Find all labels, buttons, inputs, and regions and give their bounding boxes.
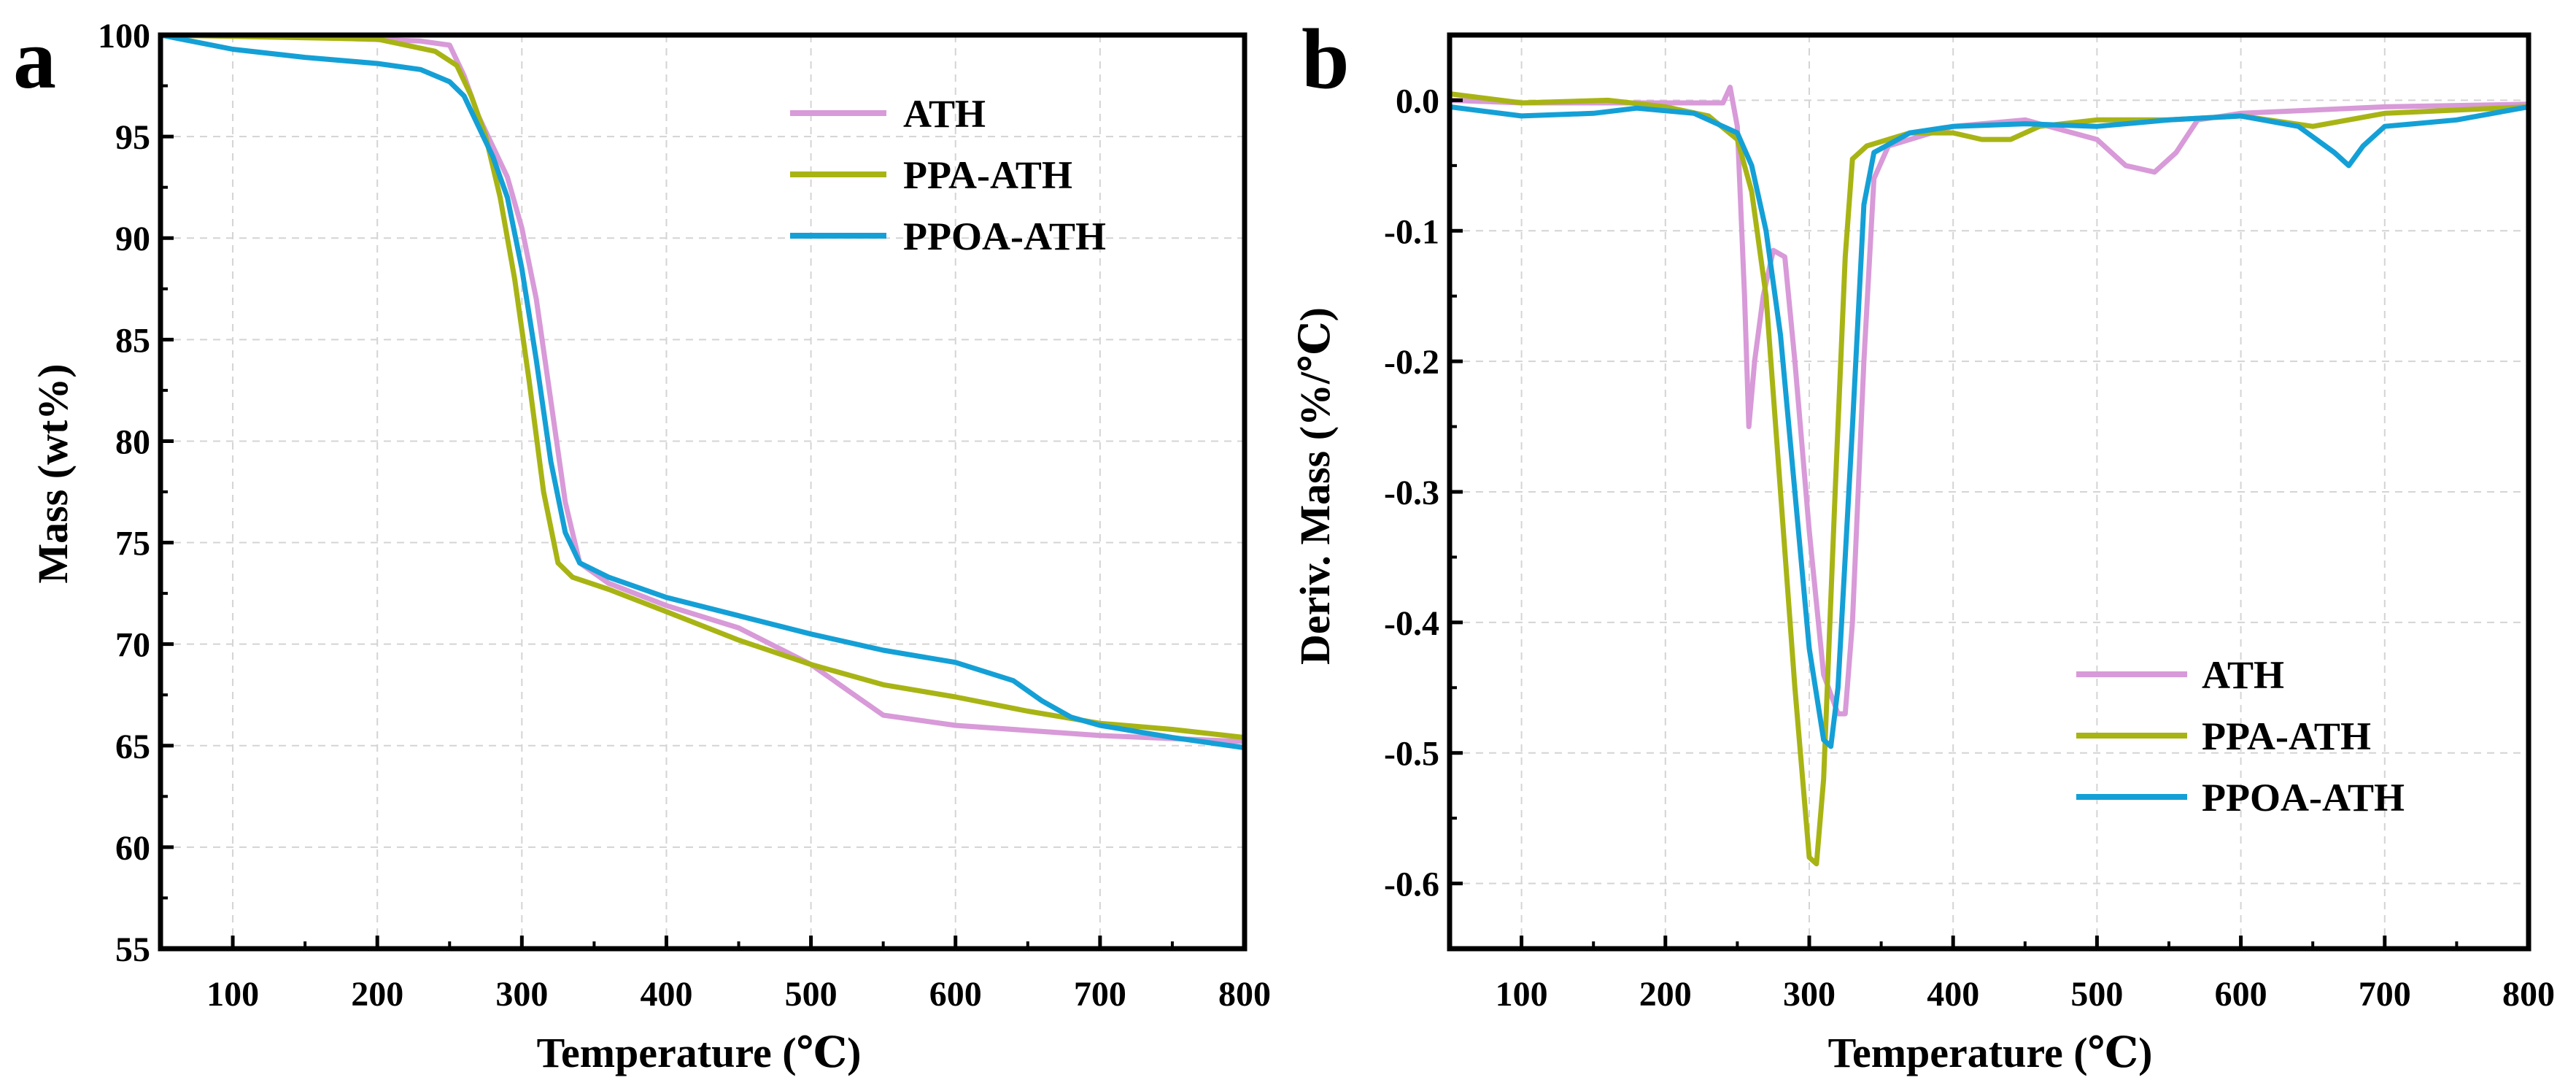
legend-label-ppoa-ath: PPOA-ATH (2202, 776, 2405, 820)
panel-b-letter: b (1301, 11, 1350, 107)
x-tick-label: 700 (2359, 975, 2411, 1014)
y-tick-label: -0.2 (1384, 343, 1439, 382)
x-tick-label: 800 (2502, 975, 2555, 1014)
y-tick-label: 70 (115, 626, 150, 665)
y-tick-label: -0.3 (1384, 474, 1439, 512)
panel-b-y-axis-title: Deriv. Mass (%/℃) (1291, 307, 1339, 665)
panel-a-frame (158, 32, 1248, 952)
panel-b-derivative-chart: 100 200 300 400 500 600 700 800 0.0 -0.1 -0.2 -0.3 -… (1291, 11, 2555, 1076)
panel-b-legend: ATH PPA-ATH PPOA-ATH (2076, 653, 2405, 820)
legend-label-ppa-ath: PPA-ATH (2202, 714, 2371, 758)
legend-label-ppoa-ath: PPOA-ATH (903, 215, 1106, 258)
y-tick-label: 65 (115, 728, 150, 766)
panel-a-mass-chart: 100 200 300 400 500 600 700 800 55 60 65 70 75 80 85 90… (13, 11, 1271, 1076)
x-tick-label: 800 (1218, 975, 1271, 1014)
y-tick-label: 95 (115, 118, 150, 157)
panel-a-letter: a (13, 11, 56, 107)
x-tick-label: 300 (495, 975, 548, 1014)
y-tick-label: 75 (115, 525, 150, 563)
x-tick-label: 500 (2070, 975, 2123, 1014)
panel-b-x-axis-title: Temperature (℃) (1828, 1029, 2153, 1076)
legend-label-ath: ATH (903, 92, 986, 136)
y-tick-label: 100 (98, 17, 150, 55)
y-tick-label: -0.4 (1384, 604, 1439, 643)
x-tick-label: 100 (1496, 975, 1548, 1014)
panel-a-x-axis-title: Temperature (℃) (537, 1029, 862, 1076)
x-tick-label: 600 (929, 975, 982, 1014)
series-line-ath (1447, 85, 2531, 717)
legend-label-ppa-ath: PPA-ATH (903, 153, 1072, 197)
y-tick-label: -0.1 (1384, 212, 1439, 251)
panel-b-curves (1447, 85, 2531, 867)
y-tick-label: 85 (115, 321, 150, 360)
x-tick-label: 500 (785, 975, 838, 1014)
y-tick-label: 60 (115, 829, 150, 868)
y-tick-label: 90 (115, 220, 150, 258)
x-tick-label: 400 (1927, 975, 1979, 1014)
y-tick-label: -0.6 (1384, 866, 1439, 904)
y-tick-label: 0.0 (1396, 82, 1439, 120)
series-line-ath (158, 32, 1248, 744)
x-tick-label: 100 (206, 975, 259, 1014)
panel-a-ticks: 100 200 300 400 500 600 700 800 55 60 65 70 75 80 85 90… (98, 17, 1271, 1014)
panel-a-y-axis-title: Mass (wt%) (29, 363, 77, 583)
panel-a-grid (160, 35, 1245, 949)
panel-a-legend: ATH PPA-ATH PPOA-ATH (790, 92, 1106, 258)
panel-b-frame (1447, 32, 2531, 952)
panel-a-curves (158, 32, 1248, 751)
series-line-ppa-ath (158, 32, 1248, 741)
y-tick-label: 80 (115, 423, 150, 461)
x-tick-label: 600 (2215, 975, 2267, 1014)
x-tick-label: 400 (640, 975, 692, 1014)
x-tick-label: 200 (351, 975, 403, 1014)
y-tick-label: 55 (115, 930, 150, 969)
x-tick-label: 300 (1783, 975, 1836, 1014)
series-line-ppoa-ath (158, 32, 1248, 751)
y-tick-label: -0.5 (1384, 735, 1439, 774)
series-line-ppoa-ath (1447, 104, 2531, 749)
panel-b-grid (1450, 35, 2529, 949)
x-tick-label: 700 (1074, 975, 1126, 1014)
legend-label-ath: ATH (2202, 653, 2284, 697)
x-tick-label: 200 (1639, 975, 1692, 1014)
panel-b-ticks: 100 200 300 400 500 600 700 800 0.0 -0.1 -0.2 -0.3 -… (1384, 82, 2555, 1014)
